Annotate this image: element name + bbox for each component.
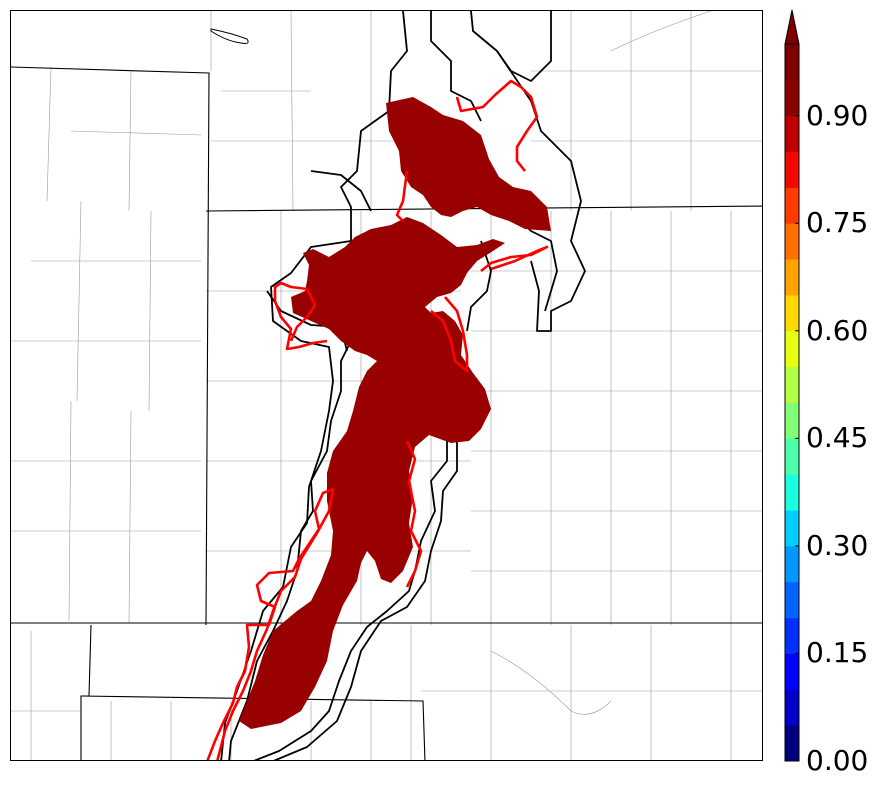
colorbar-segment: [785, 330, 799, 368]
probability-fill-region: [239, 97, 551, 729]
colorbar-segment: [785, 294, 799, 332]
colorbar-segment: [785, 510, 799, 547]
colorbar-segment: [785, 725, 799, 762]
colorbar-segment: [785, 402, 799, 439]
colorbar-segment: [785, 259, 799, 296]
colorbar-tick-5: 0.75: [806, 206, 869, 240]
colorbar-extend-arrow: [784, 9, 800, 45]
colorbar-segment: [785, 44, 799, 81]
colorbar-tick-3: 0.45: [806, 421, 869, 455]
colorbar-segment: [785, 617, 799, 654]
map-svg: [11, 11, 762, 760]
colorbar: [784, 9, 800, 762]
colorbar-segment: [785, 581, 799, 619]
colorbar-tick-4: 0.60: [806, 313, 869, 347]
colorbar-border: [784, 43, 800, 762]
colorbar-segment: [785, 545, 799, 583]
colorbar-segment: [785, 223, 799, 260]
lake-outline: [210, 28, 249, 44]
colorbar-segment: [785, 689, 799, 726]
colorbar-segment: [785, 79, 799, 117]
colorbar-segment: [785, 438, 799, 475]
colorbar-svg: [784, 9, 800, 762]
ensemble-member-contours: [220, 11, 586, 760]
colorbar-tick-2: 0.30: [806, 528, 869, 562]
colorbar-segment: [785, 115, 799, 153]
colorbar-segment: [785, 187, 799, 224]
reference-contour: [206, 79, 549, 760]
colorbar-segment: [785, 653, 799, 690]
colorbar-segment: [785, 151, 799, 188]
colorbar-tick-6: 0.90: [806, 98, 869, 132]
map-panel: [10, 10, 763, 761]
colorbar-segment: [785, 366, 799, 403]
colorbar-tick-0: 0.00: [806, 744, 869, 777]
colorbar-segment: [785, 474, 799, 511]
colorbar-tick-1: 0.15: [806, 636, 869, 670]
